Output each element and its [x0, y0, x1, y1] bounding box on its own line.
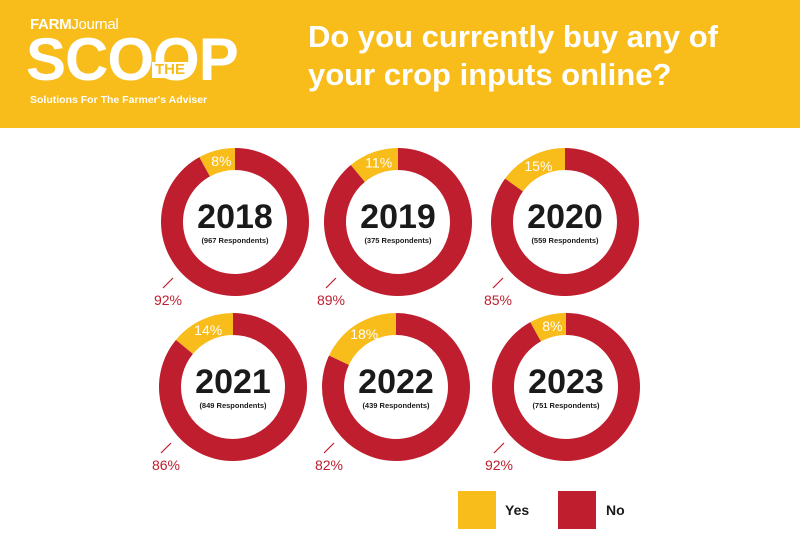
slice-no-2019: [324, 148, 473, 296]
yes-percent-label: 11%: [365, 155, 392, 171]
year-label: 2023: [528, 363, 604, 401]
slice-no-2020: [491, 148, 639, 296]
brand-the: THE: [152, 62, 188, 78]
slice-yes-2018: [199, 148, 235, 177]
respondents-label: (849 Respondents): [199, 401, 267, 410]
donut-2019: 11% 89% 2019(375 Respondents): [317, 148, 473, 308]
slice-no-2021: [158, 313, 307, 462]
brand-tagline: Solutions For The Farmer's Adviser: [30, 94, 208, 106]
slice-no-2022: [322, 313, 471, 461]
yes-percent-label: 18%: [350, 326, 378, 342]
donut-2021: 14% 86% 2021(849 Respondents): [152, 313, 307, 473]
year-label: 2022: [358, 363, 434, 401]
donut-2018: 8% 92% 2018(967 Respondents): [154, 148, 309, 308]
donut-2022: 18% 82% 2022(439 Respondents): [315, 313, 471, 473]
yes-percent-label: 8%: [211, 153, 231, 169]
no-percent-label: 86%: [152, 457, 180, 473]
no-percent-label: 92%: [154, 292, 182, 308]
no-percent-label: 92%: [485, 457, 513, 473]
yes-percent-label: 15%: [524, 158, 552, 174]
respondents-label: (751 Respondents): [532, 401, 600, 410]
no-percent-label: 82%: [315, 457, 343, 473]
legend-label-yes: Yes: [505, 502, 530, 518]
no-percent-label: 85%: [484, 292, 512, 308]
donut-2020: 15% 85% 2020(559 Respondents): [484, 148, 639, 308]
year-label: 2020: [527, 198, 603, 236]
yes-percent-label: 8%: [542, 318, 562, 334]
year-label: 2018: [197, 198, 273, 236]
no-label-leader: [162, 277, 174, 289]
slice-no-2018: [160, 148, 309, 296]
no-percent-label: 89%: [317, 292, 345, 308]
year-label: 2021: [195, 363, 271, 401]
legend-swatch-yes: [458, 491, 496, 529]
respondents-label: (375 Respondents): [364, 236, 432, 245]
brand-scoop: SCOOP: [26, 26, 239, 93]
no-label-leader: [160, 442, 172, 454]
respondents-label: (559 Respondents): [531, 236, 599, 245]
no-label-leader: [493, 442, 505, 454]
chart-title: Do you currently buy any of your crop in…: [308, 19, 718, 92]
slice-yes-2022: [329, 313, 396, 365]
legend-label-no: No: [606, 502, 625, 518]
slice-yes-2023: [530, 313, 566, 342]
slice-yes-2019: [350, 148, 398, 182]
no-label-leader: [492, 277, 504, 289]
legend-swatch-no: [558, 491, 596, 529]
donut-2023: 8% 92% 2023(751 Respondents): [485, 313, 641, 473]
respondents-label: (967 Respondents): [201, 236, 269, 245]
farm-journal-scoop-logo: FARMJournal SCOOP THE Solutions For The …: [22, 14, 282, 114]
no-label-leader: [325, 277, 337, 289]
yes-percent-label: 14%: [194, 322, 222, 338]
respondents-label: (439 Respondents): [362, 401, 430, 410]
header-banner: FARMJournal SCOOP THE Solutions For The …: [0, 0, 800, 128]
year-label: 2019: [360, 198, 436, 236]
brand-farm-journal: FARMJournal: [30, 16, 119, 33]
slice-no-2023: [492, 313, 641, 461]
slice-yes-2021: [175, 313, 233, 354]
slice-yes-2020: [505, 148, 565, 192]
no-label-leader: [323, 442, 335, 454]
